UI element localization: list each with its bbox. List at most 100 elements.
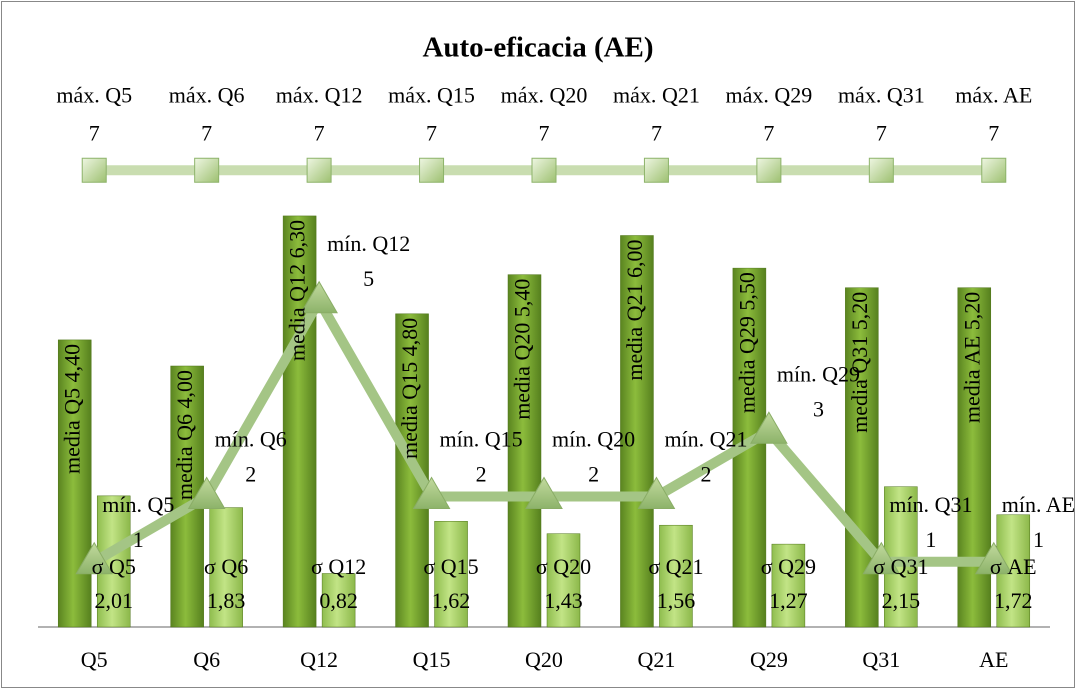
bar <box>209 507 243 628</box>
data-label: media Q6 4,00 <box>172 370 197 500</box>
data-label-part: Q5 <box>109 554 136 579</box>
data-label-part: σ <box>311 554 323 579</box>
data-label: 7 <box>89 120 100 145</box>
data-label-part: σ <box>873 554 885 579</box>
data-label: máx. Q6 <box>169 82 245 107</box>
data-label-part: 5,50 <box>734 272 759 311</box>
data-label-part: media <box>959 369 984 423</box>
bar <box>659 524 693 628</box>
data-label: σ Q15 <box>423 554 478 579</box>
marker-triangle <box>412 476 451 509</box>
data-label-part: σ <box>423 554 435 579</box>
x-tick-label: Q6 <box>193 647 220 672</box>
data-label: 1,27 <box>769 588 808 613</box>
x-tick-label: Q21 <box>637 647 675 672</box>
bar <box>282 215 317 628</box>
data-label: 2,15 <box>882 588 921 613</box>
data-label: 3 <box>813 396 824 421</box>
data-label-part: 5,20 <box>847 292 872 331</box>
data-label-part: Q29 <box>774 82 812 107</box>
data-label-part: Q5 <box>147 492 174 517</box>
data-label: mín. Q15 <box>440 427 523 452</box>
bar <box>57 339 92 628</box>
data-label: 7 <box>314 120 325 145</box>
marker-square <box>868 157 894 183</box>
data-label: media Q12 6,30 <box>285 220 310 361</box>
data-label-part: Q6 <box>221 554 248 579</box>
data-label-part: Q31 <box>887 82 925 107</box>
data-label-part: media <box>622 327 647 381</box>
data-label: σ Q12 <box>311 554 366 579</box>
data-label-part: Q6 <box>218 82 245 107</box>
data-label-part: mín. <box>552 427 592 452</box>
data-label: mín. Q12 <box>327 231 410 256</box>
data-label-part: Q6 <box>260 427 287 452</box>
data-label-part: Q5 <box>60 388 85 415</box>
bar <box>507 274 542 628</box>
data-label-part: Q6 <box>172 414 197 441</box>
marker-square <box>419 157 445 183</box>
marker-square <box>306 157 332 183</box>
data-label: mín. Q29 <box>777 361 860 386</box>
marker-triangle <box>525 476 563 509</box>
data-label: mín. AE <box>1002 492 1075 517</box>
data-label-part: Q5 <box>105 82 132 107</box>
data-label-part: mín. <box>664 427 704 452</box>
data-label-part: media <box>285 307 310 361</box>
bar <box>321 573 356 628</box>
data-label-part: σ <box>761 554 773 579</box>
data-label: 7 <box>201 120 212 145</box>
data-label: 7 <box>651 120 662 145</box>
data-label-part: máx. <box>276 82 319 107</box>
data-label-part: Q31 <box>891 554 929 579</box>
data-label-part: mín. <box>327 231 367 256</box>
x-tick-label: Q5 <box>81 647 108 672</box>
data-label-part: Q21 <box>666 554 704 579</box>
marker-triangle <box>75 541 114 575</box>
marker-triangle <box>637 476 676 509</box>
data-label: 2,01 <box>94 588 133 613</box>
data-label: máx. Q21 <box>613 82 700 107</box>
data-label-part: media <box>847 379 872 433</box>
data-label-part: AE <box>1046 492 1075 517</box>
data-label: 2 <box>245 462 256 487</box>
data-label-part: σ <box>990 554 1002 579</box>
data-label: 7 <box>763 120 774 145</box>
data-label-part: Q20 <box>550 82 588 107</box>
chart-title: Auto-eficacia (AE) <box>422 32 653 64</box>
data-label-part: Q21 <box>622 284 647 322</box>
marker-square <box>81 157 107 183</box>
data-label-part: Q15 <box>437 82 475 107</box>
marker-square <box>981 157 1007 183</box>
marker-triangle <box>300 280 338 314</box>
data-label: 7 <box>539 120 550 145</box>
data-label-part: máx. <box>501 82 544 107</box>
data-label: mín. Q31 <box>889 492 972 517</box>
data-label: 1,62 <box>432 588 471 613</box>
data-label: mín. Q20 <box>552 427 635 452</box>
data-label-part: σ <box>92 554 104 579</box>
data-label: mín. Q5 <box>102 492 174 517</box>
data-label-part: Q15 <box>485 427 523 452</box>
bar <box>620 235 654 628</box>
data-label-part: 4,80 <box>397 318 422 357</box>
data-label: 1,72 <box>994 588 1033 613</box>
data-label-part: máx. <box>955 82 998 107</box>
data-label-part: mín. <box>215 427 255 452</box>
data-label-part: AE <box>1007 554 1036 579</box>
marker-triangle <box>974 541 1013 575</box>
data-label: σ Q6 <box>204 554 248 579</box>
data-label-part: AE <box>1003 82 1032 107</box>
data-label-part: 4,00 <box>172 370 197 409</box>
data-label: σ Q21 <box>648 554 703 579</box>
data-label-part: Q20 <box>553 554 591 579</box>
data-label-part: Q12 <box>285 264 310 302</box>
data-label-part: Q29 <box>734 316 759 354</box>
data-label-part: mín. <box>777 361 817 386</box>
data-label-part: Q29 <box>822 361 860 386</box>
x-tick-label: Q15 <box>413 647 451 672</box>
data-label: máx. AE <box>955 82 1032 107</box>
data-label: σ Q5 <box>92 554 136 579</box>
data-label-part: Q12 <box>372 231 410 256</box>
data-label-part: Q31 <box>935 492 973 517</box>
